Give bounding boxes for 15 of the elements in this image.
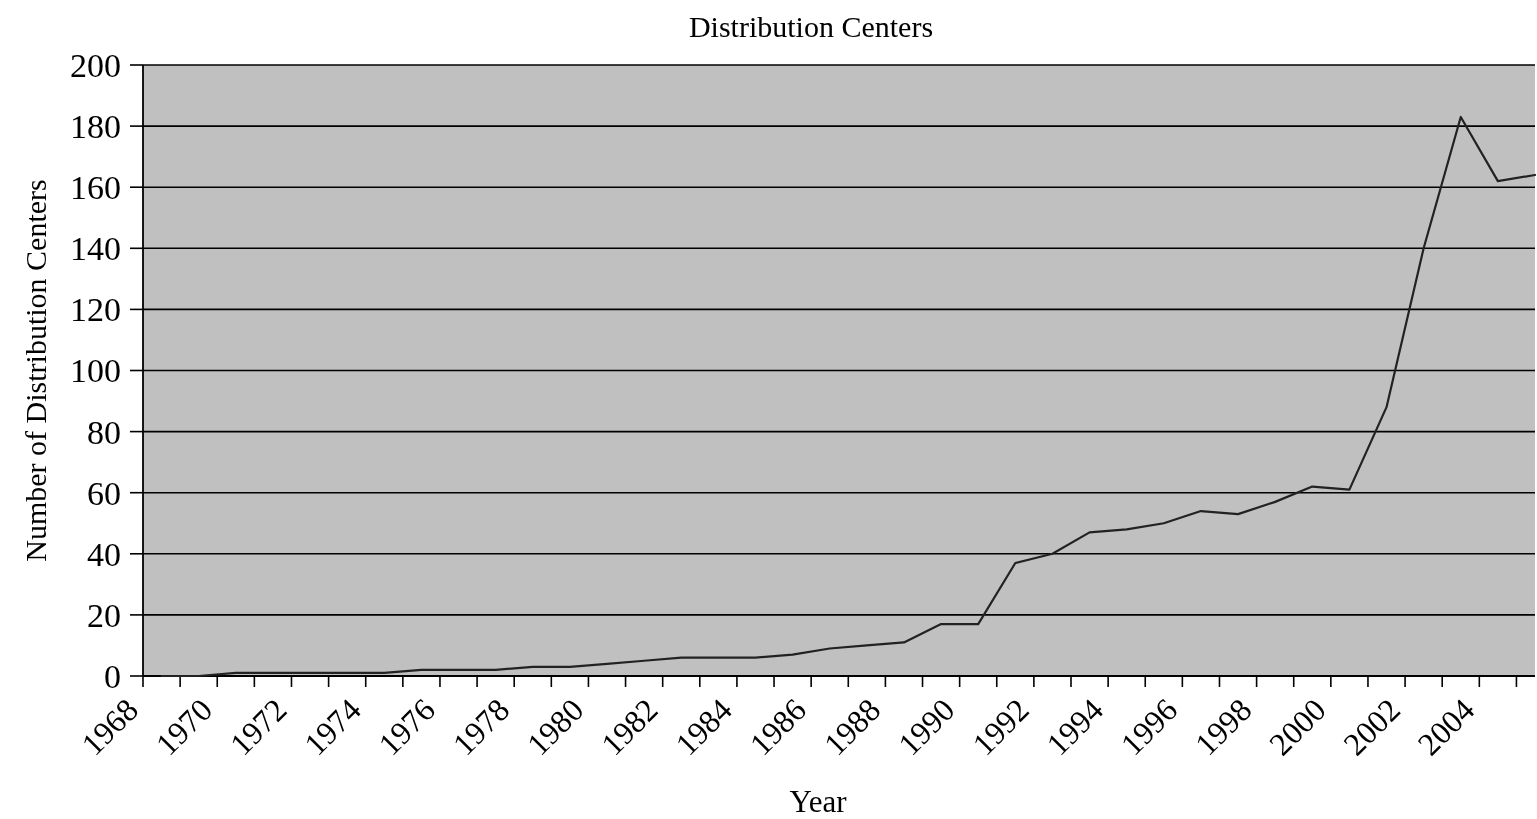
line-series <box>160 115 1537 678</box>
y-tick-label: 180 <box>70 108 121 145</box>
y-tick-label: 60 <box>87 474 121 512</box>
y-tick-label: 100 <box>70 352 121 390</box>
x-axis-title: Year <box>789 784 848 819</box>
y-tick-label: 20 <box>87 596 121 634</box>
chart-title: Distribution Centers <box>688 10 934 43</box>
y-tick-label: 40 <box>87 535 121 573</box>
y-tick-label: 120 <box>70 291 121 329</box>
y-tick-label: 200 <box>70 46 121 84</box>
y-tick-label: 0 <box>104 657 121 695</box>
y-tick-label: 80 <box>87 413 121 451</box>
y-axis-title: Number of Distribution Centers <box>19 179 52 562</box>
y-tick-label: 140 <box>70 230 121 268</box>
y-tick-label: 160 <box>70 169 121 207</box>
